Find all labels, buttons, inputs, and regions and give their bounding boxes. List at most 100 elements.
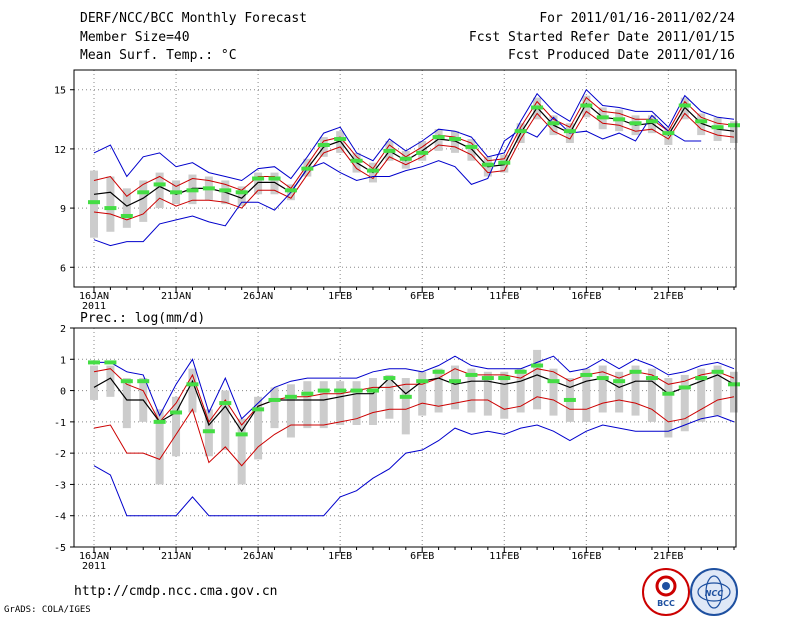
median-marker: [596, 115, 609, 120]
spread-box: [270, 172, 279, 195]
footer-url[interactable]: http://cmdp.ncc.cma.gov.cn: [74, 584, 278, 599]
plot-frame: [73, 327, 737, 548]
spread-box: [155, 409, 164, 485]
x-tick-label: 26JAN: [243, 551, 273, 562]
median-marker: [547, 121, 560, 126]
header-member-size: Member Size=40: [80, 30, 190, 45]
spread-box: [631, 365, 640, 416]
median-marker: [580, 372, 593, 377]
y-tick-label: 12: [54, 145, 66, 156]
spread-box: [368, 378, 377, 425]
median-marker: [219, 188, 232, 193]
median-marker: [120, 213, 133, 218]
median-marker: [399, 394, 412, 399]
x-tick-label: 16FEB: [571, 551, 601, 562]
spread-box: [549, 368, 558, 416]
ncc-logo: NCC: [690, 568, 738, 616]
median-marker: [202, 429, 215, 434]
spread-box: [615, 371, 624, 413]
median-marker: [629, 369, 642, 374]
median-marker: [186, 188, 199, 193]
median-marker: [153, 182, 166, 187]
spread-box: [303, 381, 312, 429]
median-marker: [301, 391, 314, 396]
spread-box: [418, 371, 427, 416]
spread-box: [516, 368, 525, 413]
spread-box: [237, 186, 246, 207]
bcc-logo-label: BCC: [657, 599, 675, 608]
median-marker: [449, 379, 462, 384]
median-marker: [137, 379, 150, 384]
median-marker: [465, 372, 478, 377]
series-mean-line: [93, 374, 735, 433]
spread-box: [336, 381, 345, 425]
median-marker: [301, 166, 314, 171]
median-marker: [416, 379, 429, 384]
y-tick-label: 9: [60, 204, 66, 215]
median-marker: [580, 103, 593, 108]
median-marker: [334, 388, 347, 393]
x-tick-label: 6FEB: [410, 551, 434, 562]
spread-box: [713, 365, 722, 416]
spread-box: [286, 384, 295, 438]
series-mean-line: [93, 102, 735, 207]
median-marker: [334, 137, 347, 142]
median-marker: [645, 119, 658, 124]
series-min-line: [93, 415, 735, 517]
spread-box: [401, 378, 410, 435]
spread-box: [90, 365, 98, 400]
median-marker: [711, 125, 724, 130]
series-max-line: [94, 355, 735, 420]
spread-box: [122, 188, 131, 228]
median-marker: [728, 382, 740, 387]
median-marker: [137, 190, 150, 195]
header-period: For 2011/01/16-2011/02/24: [539, 11, 735, 26]
median-marker: [531, 105, 544, 110]
x-tick-label: 16JAN: [79, 551, 109, 562]
spread-box: [467, 368, 476, 413]
spread-box: [221, 390, 230, 451]
median-marker: [678, 385, 691, 390]
x-tick-label: 21JAN: [161, 551, 191, 562]
x-tick-label: 1FEB: [328, 291, 352, 302]
median-marker: [416, 150, 429, 155]
ncc-globe-icon: [697, 575, 731, 609]
median-marker: [514, 129, 527, 134]
spread-box: [483, 371, 492, 416]
median-marker: [498, 160, 511, 165]
series-upper-line: [93, 96, 735, 197]
median-marker: [284, 188, 297, 193]
y-tick-label: -2: [54, 449, 66, 460]
spread-box: [730, 121, 738, 143]
spread-box: [106, 176, 115, 232]
median-marker: [613, 117, 626, 122]
series-max-line: [93, 88, 735, 182]
median-marker: [399, 156, 412, 161]
spread-box: [254, 172, 263, 195]
median-marker: [350, 388, 363, 393]
x-tick-label: 6FEB: [410, 291, 434, 302]
median-marker: [284, 394, 297, 399]
median-marker: [350, 158, 363, 163]
spread-box: [270, 387, 279, 429]
median-marker: [252, 176, 265, 181]
y-tick-label: 0: [60, 387, 66, 398]
median-marker: [728, 123, 740, 128]
spread-box: [467, 139, 476, 161]
y-tick-label: 6: [60, 263, 66, 274]
bcc-logo: BCC: [642, 568, 690, 616]
header-title: DERF/NCC/BCC Monthly Forecast: [80, 11, 307, 26]
y-tick-label: -5: [54, 543, 66, 554]
median-marker: [432, 135, 445, 140]
y-tick-label: 1: [60, 355, 66, 366]
spread-box: [254, 396, 263, 460]
median-marker: [153, 419, 166, 424]
spread-box: [664, 378, 673, 438]
median-marker: [613, 379, 626, 384]
y-tick-label: 2: [60, 324, 66, 335]
chart-panel-1: 6 9 12 15 16JAN 21JAN 26JAN 1FEB 6FEB 11FEB 16FEB 2…: [54, 69, 740, 312]
median-marker: [563, 397, 576, 402]
spread-box: [500, 371, 509, 419]
